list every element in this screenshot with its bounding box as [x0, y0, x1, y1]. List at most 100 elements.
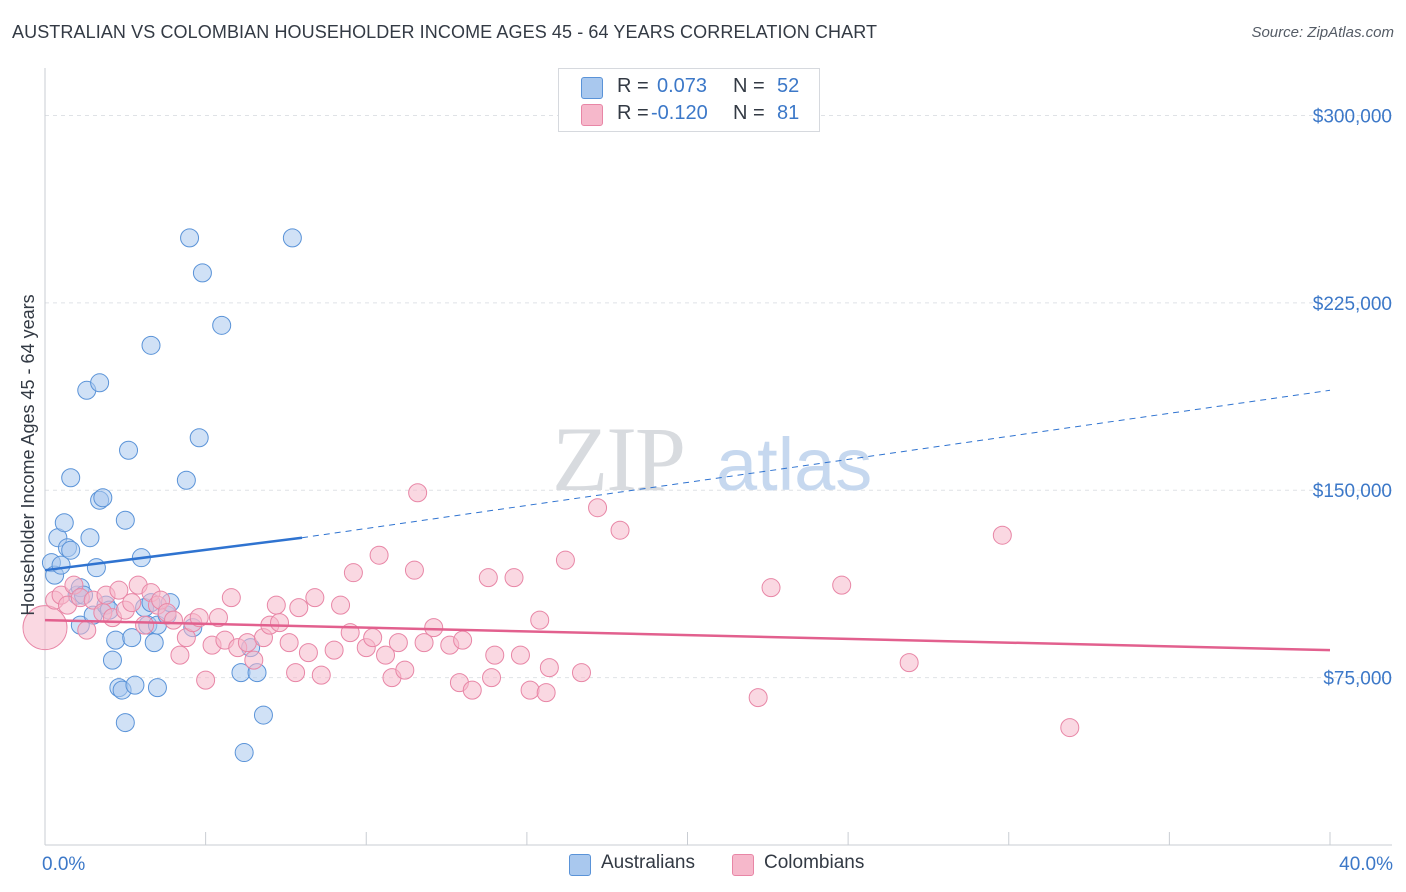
australian-point: [80, 528, 100, 548]
legend-n-value: 81: [777, 102, 800, 124]
legend-n-label: N =: [733, 75, 765, 97]
colombian-point: [279, 633, 299, 653]
watermark-atlas: atlas: [716, 423, 872, 506]
colombian-point: [77, 620, 97, 640]
australian-point: [282, 228, 302, 248]
colombian-point: [530, 610, 550, 630]
x-ticks: [205, 832, 1331, 845]
australian-point: [192, 263, 212, 283]
colombian-point: [404, 560, 424, 580]
colombian-point: [485, 645, 505, 665]
australian-point: [122, 628, 142, 648]
colombian-point: [462, 680, 482, 700]
colombian-point: [408, 483, 428, 503]
source-label: Source: ZipAtlas.com: [1251, 24, 1394, 41]
australian-point: [253, 705, 273, 725]
australian-point: [176, 470, 196, 490]
colombian-point: [388, 633, 408, 653]
australian-point: [90, 373, 110, 393]
colombian-point: [286, 663, 306, 683]
colombian-point: [899, 653, 919, 673]
watermark: ZIP atlas: [552, 408, 872, 510]
australian-point: [234, 743, 254, 763]
colombian-point: [324, 640, 344, 660]
australian-point: [144, 633, 164, 653]
y-tick-labels: $75,000 $150,000 $225,000 $300,000: [1313, 106, 1392, 689]
legend-swatch-colombians: [581, 104, 603, 126]
colombian-point: [109, 580, 129, 600]
colombian-point: [135, 615, 155, 635]
colombian-point: [520, 680, 540, 700]
y-tick-label: $225,000: [1313, 294, 1392, 315]
colombian-point: [270, 613, 290, 633]
legend-r-label: R =: [617, 102, 649, 124]
axes: [44, 68, 1392, 846]
colombian-point: [298, 643, 318, 663]
australian-point: [125, 675, 145, 695]
colombian-point: [343, 563, 363, 583]
y-tick-label: $75,000: [1323, 669, 1392, 690]
colombian-point: [305, 588, 325, 608]
colombian-point: [369, 545, 389, 565]
colombian-point: [376, 645, 396, 665]
colombian-point: [1060, 718, 1080, 738]
colombian-point: [610, 520, 630, 540]
y-tick-label: $150,000: [1313, 481, 1392, 502]
series-colombians: [22, 483, 1080, 738]
australian-point: [189, 428, 209, 448]
colombian-point: [164, 610, 183, 630]
colombian-point: [122, 593, 142, 613]
australian-point: [180, 228, 200, 248]
legend-r-value: -0.120: [651, 102, 708, 124]
australian-point: [61, 540, 81, 560]
series-australians: [41, 228, 302, 763]
colombian-point: [221, 588, 241, 608]
colombian-point: [363, 628, 383, 648]
colombian-point: [992, 525, 1012, 545]
colombian-point: [832, 575, 852, 595]
australian-point: [93, 488, 113, 508]
colombian-point: [208, 608, 228, 628]
colombian-point: [22, 605, 68, 651]
colombian-point: [244, 650, 264, 670]
colombian-point: [266, 595, 286, 615]
y-tick-label: $300,000: [1313, 106, 1392, 127]
colombian-point: [555, 550, 575, 570]
colombian-point: [424, 618, 444, 638]
colombian-point: [414, 633, 434, 653]
chart-title: AUSTRALIAN VS COLOMBIAN HOUSEHOLDER INCO…: [12, 22, 878, 42]
x-tick-labels: 0.0% 40.0%: [42, 854, 1393, 875]
colombian-point: [453, 630, 473, 650]
bottom-label-australians: Australians: [601, 852, 695, 873]
colombian-point: [311, 665, 331, 685]
australian-point: [54, 513, 74, 533]
australian-point: [115, 510, 135, 530]
australians-trend-line: [44, 536, 303, 572]
colombians-trend-line: [44, 618, 1331, 652]
x-tick-label: 40.0%: [1339, 854, 1393, 875]
colombian-point: [170, 645, 190, 665]
colombian-point: [331, 595, 351, 615]
grid-lines: [45, 114, 1392, 679]
colombian-point: [482, 668, 502, 688]
colombian-point: [478, 568, 498, 588]
colombian-point: [196, 670, 216, 690]
colombian-point: [510, 645, 530, 665]
legend-swatch-australians: [581, 77, 603, 99]
watermark-zip: ZIP: [552, 408, 684, 510]
australian-point: [115, 713, 135, 733]
correlation-legend: R = 0.073 N = 52 R = -0.120 N = 81: [558, 68, 820, 132]
colombian-point: [289, 598, 309, 618]
australians-trend-extension: [301, 389, 1331, 539]
australian-point: [147, 678, 167, 698]
bottom-swatch-australians: [569, 854, 591, 876]
colombian-point: [395, 660, 415, 680]
x-tick-label: 0.0%: [42, 854, 85, 875]
colombian-point: [504, 568, 524, 588]
colombian-point: [536, 683, 556, 703]
colombian-point: [748, 688, 768, 708]
australian-point: [119, 440, 139, 460]
legend-r-label: R =: [617, 75, 649, 97]
australian-point: [61, 468, 81, 488]
